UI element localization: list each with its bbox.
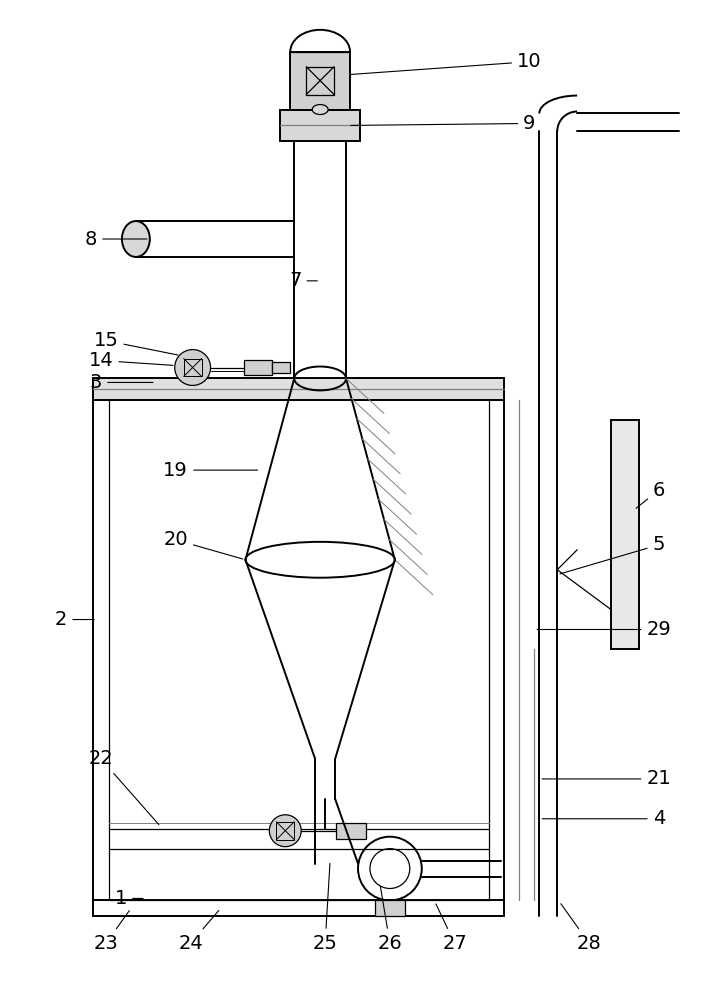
Text: 24: 24: [178, 911, 219, 953]
Text: 3: 3: [90, 373, 153, 392]
Text: 7: 7: [289, 271, 317, 290]
Bar: [306, 67, 334, 95]
Text: 22: 22: [88, 749, 159, 825]
Bar: [273, 362, 290, 373]
Bar: [611, 420, 639, 649]
Text: 20: 20: [163, 530, 243, 559]
Text: 10: 10: [351, 52, 541, 74]
Bar: [375, 900, 405, 916]
Text: 29: 29: [537, 620, 672, 639]
Bar: [336, 823, 366, 839]
Bar: [276, 822, 294, 840]
Text: 6: 6: [636, 481, 665, 508]
Text: 28: 28: [561, 904, 602, 953]
Bar: [183, 359, 201, 376]
Text: 4: 4: [542, 809, 665, 828]
Ellipse shape: [175, 350, 211, 385]
Text: 8: 8: [85, 230, 147, 249]
Bar: [280, 110, 360, 141]
Text: 14: 14: [88, 351, 173, 370]
Text: 9: 9: [351, 114, 536, 133]
Bar: [244, 360, 273, 375]
Text: 15: 15: [93, 331, 178, 355]
Text: 26: 26: [377, 886, 402, 953]
Text: 5: 5: [560, 535, 665, 574]
Ellipse shape: [122, 221, 150, 257]
Bar: [93, 378, 505, 400]
Text: 27: 27: [436, 904, 467, 953]
Text: 1: 1: [115, 889, 143, 908]
Text: 19: 19: [163, 461, 257, 480]
Bar: [290, 52, 350, 110]
Ellipse shape: [312, 105, 328, 114]
Text: 2: 2: [55, 610, 94, 629]
Text: 21: 21: [542, 769, 672, 788]
Ellipse shape: [270, 815, 301, 847]
Text: 23: 23: [93, 911, 129, 953]
Text: 25: 25: [313, 863, 338, 953]
